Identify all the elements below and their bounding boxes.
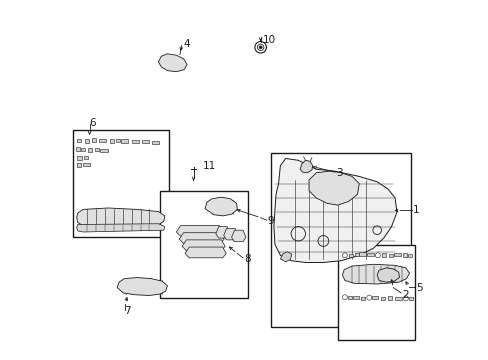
Polygon shape bbox=[176, 226, 223, 236]
Bar bbox=[160, 191, 247, 298]
Bar bbox=[387, 296, 391, 300]
Text: 3: 3 bbox=[335, 168, 342, 178]
Bar bbox=[394, 253, 400, 256]
Bar bbox=[142, 140, 149, 143]
Text: 5: 5 bbox=[415, 283, 422, 293]
Bar bbox=[73, 130, 169, 237]
Bar bbox=[402, 253, 406, 257]
Bar bbox=[366, 253, 373, 256]
Bar bbox=[77, 163, 81, 167]
Bar bbox=[116, 139, 120, 142]
Polygon shape bbox=[77, 208, 164, 227]
Polygon shape bbox=[179, 233, 224, 243]
Text: 7: 7 bbox=[124, 306, 131, 316]
Bar bbox=[94, 148, 99, 151]
Polygon shape bbox=[231, 230, 245, 242]
Bar bbox=[381, 297, 385, 300]
Bar bbox=[83, 156, 88, 159]
Polygon shape bbox=[215, 226, 230, 238]
Bar bbox=[359, 252, 365, 256]
Polygon shape bbox=[342, 264, 408, 284]
Bar bbox=[76, 147, 80, 150]
Bar bbox=[347, 296, 351, 300]
Bar bbox=[394, 297, 401, 300]
Bar bbox=[83, 163, 90, 166]
Bar bbox=[271, 153, 410, 327]
Polygon shape bbox=[376, 268, 399, 282]
Bar bbox=[109, 139, 114, 143]
Bar bbox=[388, 253, 392, 257]
Text: 1: 1 bbox=[412, 206, 419, 216]
Bar bbox=[382, 253, 386, 257]
Polygon shape bbox=[204, 197, 237, 216]
Bar bbox=[77, 156, 81, 159]
Text: 4: 4 bbox=[183, 39, 190, 49]
Bar bbox=[352, 296, 359, 299]
Bar bbox=[337, 244, 414, 339]
Polygon shape bbox=[280, 252, 291, 262]
Bar bbox=[371, 296, 378, 300]
Bar bbox=[99, 139, 106, 142]
Bar bbox=[77, 139, 81, 142]
Text: 11: 11 bbox=[203, 161, 216, 171]
Bar bbox=[408, 297, 412, 300]
Polygon shape bbox=[184, 247, 226, 258]
Bar bbox=[131, 140, 139, 143]
Bar bbox=[100, 149, 107, 152]
Polygon shape bbox=[182, 240, 224, 251]
Polygon shape bbox=[223, 228, 238, 240]
Polygon shape bbox=[158, 54, 187, 72]
Text: 8: 8 bbox=[244, 254, 250, 264]
Bar bbox=[361, 297, 365, 300]
Text: 6: 6 bbox=[89, 118, 96, 128]
Text: 2: 2 bbox=[402, 290, 408, 300]
Bar bbox=[81, 148, 85, 151]
Bar bbox=[92, 138, 96, 141]
Text: 9: 9 bbox=[267, 216, 274, 226]
Bar bbox=[407, 253, 411, 257]
Bar bbox=[121, 139, 128, 143]
Circle shape bbox=[259, 46, 261, 48]
Bar bbox=[355, 253, 359, 256]
Bar bbox=[152, 140, 159, 144]
Polygon shape bbox=[308, 171, 359, 205]
Bar bbox=[88, 148, 92, 152]
Polygon shape bbox=[300, 160, 312, 173]
Polygon shape bbox=[117, 278, 167, 296]
Polygon shape bbox=[273, 158, 396, 262]
Polygon shape bbox=[77, 224, 164, 232]
Bar bbox=[348, 253, 352, 257]
Bar bbox=[84, 139, 89, 143]
Text: 10: 10 bbox=[263, 35, 276, 45]
